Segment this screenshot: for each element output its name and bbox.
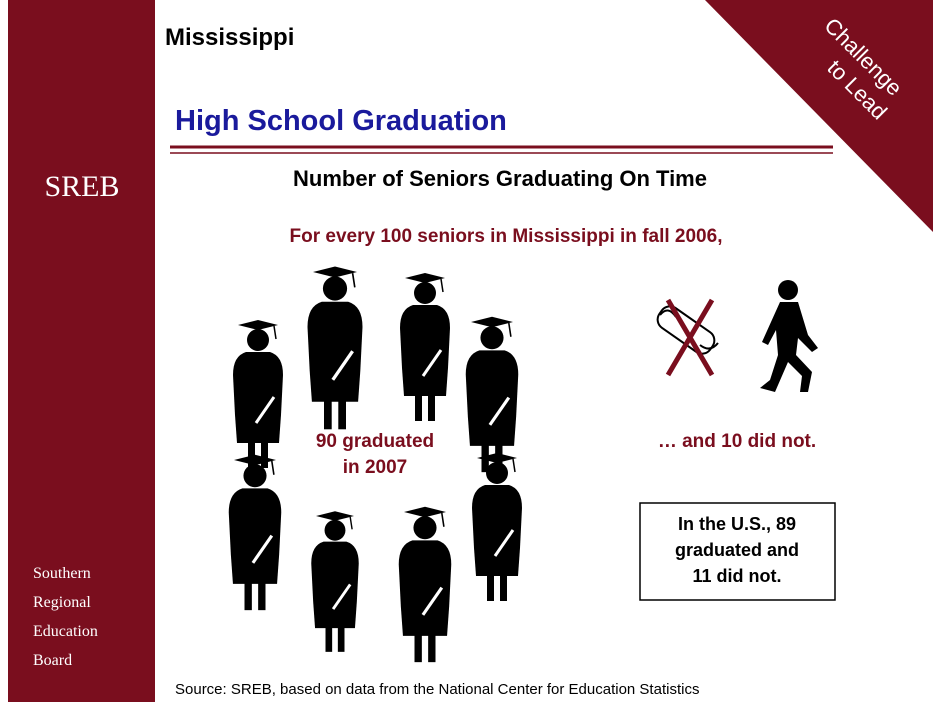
logo: SREB: [44, 170, 119, 203]
us-box: [639, 502, 836, 601]
diploma: [254, 396, 276, 424]
leg: [248, 442, 255, 468]
not-graduated-label: … and 10 did not.: [658, 431, 816, 452]
leg: [324, 400, 332, 430]
org-line: Board: [33, 652, 72, 669]
diploma: [251, 534, 274, 564]
head: [413, 516, 437, 540]
org-line: Education: [33, 623, 98, 640]
diploma: [331, 583, 352, 610]
gown: [228, 488, 282, 584]
graduated-label: 90 graduated: [316, 431, 434, 452]
diploma: [493, 529, 515, 557]
leg: [337, 627, 345, 652]
graduated-label: in 2007: [343, 457, 407, 478]
corner-banner: [705, 0, 933, 232]
source: Source: SREB, based on data from the Nat…: [175, 681, 699, 698]
leg: [428, 634, 436, 663]
graduate-figure: [233, 320, 283, 468]
leg: [338, 400, 346, 430]
graduate-figure: [472, 453, 522, 601]
leg: [261, 442, 268, 468]
leg: [325, 627, 333, 652]
sidebar: [8, 0, 155, 702]
cap: [477, 453, 517, 463]
cap: [316, 511, 354, 521]
head: [324, 519, 346, 541]
gown: [233, 352, 283, 443]
gown: [307, 301, 363, 402]
gown: [311, 541, 359, 629]
cap: [238, 320, 278, 330]
gown: [400, 305, 450, 396]
tassel: [273, 325, 277, 340]
head: [247, 329, 269, 351]
head: [414, 282, 436, 304]
head: [486, 462, 508, 484]
head: [322, 276, 348, 301]
org-line: Southern: [33, 565, 91, 582]
diploma: [421, 586, 444, 616]
leg: [244, 582, 252, 611]
walking-person: [760, 280, 818, 392]
tassel: [508, 322, 512, 337]
leg: [415, 395, 422, 421]
tassel: [441, 512, 445, 527]
subheading: For every 100 seniors in Mississippi in …: [290, 226, 723, 247]
leg: [487, 575, 494, 601]
graduate-figure: [311, 511, 359, 652]
graduate-figure: [400, 273, 450, 421]
cap: [313, 266, 357, 278]
graduates: [228, 266, 522, 663]
cap: [405, 273, 445, 283]
graduate-figure: [398, 506, 452, 663]
diploma-icon: [656, 298, 719, 377]
title: High School Graduation: [175, 105, 507, 137]
graduate-figure: [228, 454, 282, 611]
org-line: Regional: [33, 594, 91, 611]
graduate-figure: [307, 266, 363, 430]
cap: [471, 316, 513, 328]
diploma: [488, 396, 511, 426]
leg: [258, 582, 266, 611]
leg: [414, 634, 422, 663]
us-box-line: graduated and: [675, 540, 799, 560]
diploma: [421, 349, 443, 377]
us-box-line: 11 did not.: [692, 566, 781, 586]
gown: [398, 540, 452, 636]
leg: [428, 395, 435, 421]
state: Mississippi: [165, 24, 294, 51]
leg: [500, 575, 507, 601]
tassel: [351, 272, 356, 288]
head: [480, 326, 504, 350]
cap: [234, 454, 276, 466]
cap: [404, 506, 446, 518]
tassel: [349, 516, 353, 530]
head: [243, 464, 267, 488]
tassel: [271, 460, 275, 475]
gown: [465, 350, 519, 446]
heading: Number of Seniors Graduating On Time: [293, 166, 707, 191]
tassel: [440, 278, 444, 293]
us-box-line: In the U.S., 89: [678, 514, 796, 534]
gown: [472, 485, 522, 576]
tassel: [512, 458, 516, 473]
diploma: [331, 350, 354, 381]
